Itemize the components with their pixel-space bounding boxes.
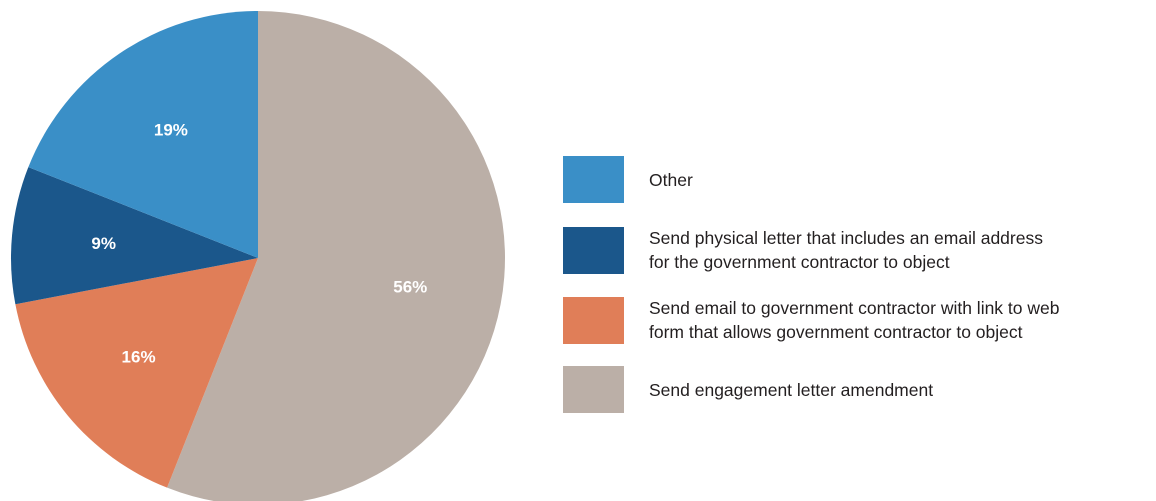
legend-item: Send physical letter that includes an em…: [563, 226, 1043, 274]
slice-value-label: 9%: [91, 234, 116, 253]
slice-value-label: 16%: [122, 347, 156, 366]
legend-label: Send email to government contractor with…: [649, 298, 1060, 342]
slice-value-label: 56%: [393, 278, 427, 297]
slice-value-label: 19%: [154, 120, 188, 139]
legend-swatch: [563, 366, 624, 413]
legend-label: Send physical letter that includes an em…: [649, 228, 1043, 272]
legend-label: Send engagement letter amendment: [649, 379, 934, 400]
pie-slice: [167, 11, 505, 501]
legend-item: Send engagement letter amendment: [563, 366, 933, 413]
legend-item: Send email to government contractor with…: [563, 296, 1059, 344]
legend-swatch: [563, 296, 624, 344]
legend-swatch: [563, 226, 624, 274]
pie-slice: [15, 258, 259, 488]
legend-item: Other: [563, 156, 693, 203]
legend-label: Other: [649, 169, 693, 190]
pie-labels: 56% 16% 9% 19%: [91, 120, 427, 366]
pie-slices: [11, 11, 505, 501]
pie-slice: [11, 167, 259, 305]
legend-swatch: [563, 156, 624, 203]
pie-slice: [28, 11, 258, 258]
